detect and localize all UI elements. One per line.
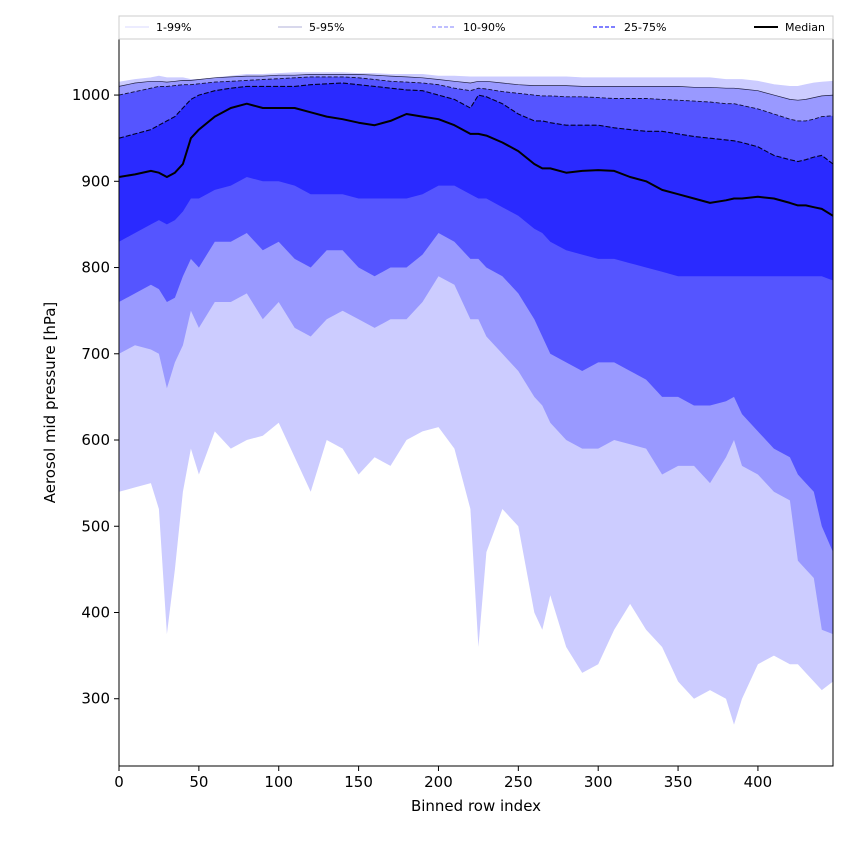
x-tick-label: 200 [424,773,453,791]
y-tick-label: 500 [81,517,110,535]
legend-item-1-99: 1-99% [125,21,191,34]
x-tick-label: 50 [189,773,208,791]
percentile-bands [119,72,833,725]
y-axis-ticks: 300 400 500 600 700 800 900 1000 [72,86,119,708]
x-tick-label: 400 [744,773,773,791]
x-tick-label: 250 [504,773,533,791]
legend-item-10-90: 10-90% [432,21,505,34]
band-edge-lines [118,72,834,165]
x-tick-label: 150 [344,773,373,791]
band-upper-edge-5-95 [118,74,834,101]
legend-box [118,15,834,40]
legend-item-5-95: 5-95% [278,21,344,34]
x-axis-label: Binned row index [411,797,541,815]
x-tick-label: 350 [664,773,693,791]
x-axis-ticks: 0 50 100 150 200 250 300 350 400 [114,766,772,791]
band-upper-edge-25-75 [118,82,834,165]
x-tick-label: 0 [114,773,124,791]
legend-label: 10-90% [463,21,505,34]
legend-item-25-75: 25-75% [593,21,666,34]
y-tick-label: 300 [81,690,110,708]
legend-label: Median [785,21,825,34]
median-series [118,102,834,217]
y-tick-label: 800 [81,259,110,277]
legend-label: 5-95% [309,21,344,34]
band-25-75 [119,83,833,281]
y-axis-label: Aerosol mid pressure [hPa] [41,302,59,504]
legend: 1-99% 5-95% 10-90% 25-75% Median [118,15,834,40]
legend-label: 25-75% [624,21,666,34]
y-tick-label: 700 [81,345,110,363]
legend-item-median: Median [754,21,825,34]
y-tick-label: 600 [81,431,110,449]
y-tick-label: 1000 [72,86,110,104]
legend-label: 1-99% [156,21,191,34]
x-tick-label: 100 [264,773,293,791]
x-tick-label: 300 [584,773,613,791]
band-upper-edge-10-90 [118,76,834,122]
median-line [118,102,834,217]
y-tick-label: 900 [81,172,110,190]
y-tick-label: 400 [81,603,110,621]
